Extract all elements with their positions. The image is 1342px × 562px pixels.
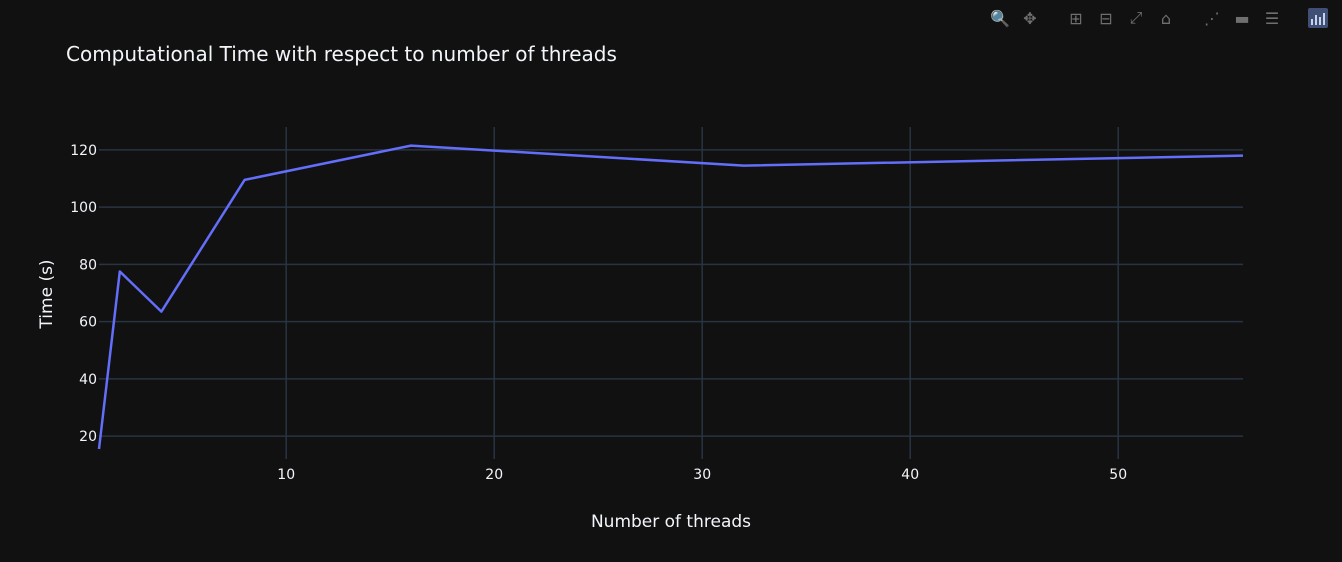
- x-tick-label: 30: [693, 467, 711, 483]
- y-tick-labels: 20 40 60 80 100 120: [70, 143, 97, 445]
- y-tick-label: 100: [70, 200, 97, 216]
- data-point[interactable]: [155, 306, 167, 318]
- data-point[interactable]: [239, 174, 251, 186]
- data-point[interactable]: [738, 160, 750, 172]
- y-tick-label: 120: [70, 143, 97, 159]
- y-tick-label: 20: [79, 429, 97, 445]
- x-tick-label: 10: [277, 467, 295, 483]
- x-tick-label: 20: [485, 467, 503, 483]
- series-line[interactable]: [99, 146, 1243, 449]
- x-gridlines: [286, 127, 1118, 459]
- data-point[interactable]: [405, 140, 417, 152]
- x-axis-label: Number of threads: [591, 512, 751, 532]
- x-tick-label: 40: [901, 467, 919, 483]
- y-axis-label: Time (s): [37, 259, 57, 329]
- y-tick-label: 80: [79, 257, 97, 273]
- y-tick-label: 60: [79, 315, 97, 331]
- x-tick-label: 50: [1109, 467, 1127, 483]
- data-point[interactable]: [93, 443, 105, 455]
- series-group: [93, 140, 1249, 455]
- data-point[interactable]: [1237, 150, 1249, 162]
- y-gridlines: [99, 150, 1243, 436]
- x-tick-labels: 10 20 30 40 50: [277, 467, 1127, 483]
- data-point[interactable]: [114, 266, 126, 278]
- y-tick-label: 40: [79, 372, 97, 388]
